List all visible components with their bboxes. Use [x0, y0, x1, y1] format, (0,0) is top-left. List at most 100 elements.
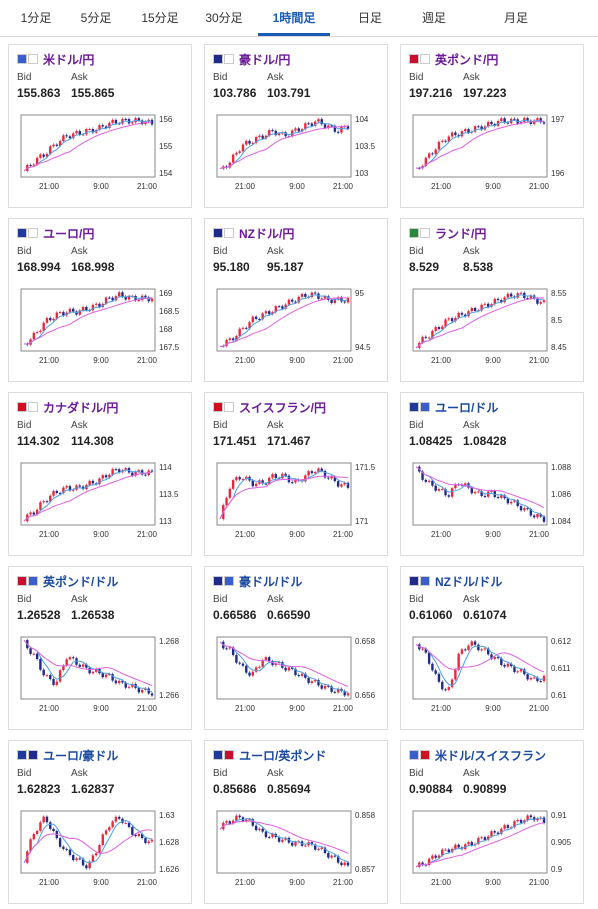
tab-0[interactable]: 1分足	[20, 11, 52, 25]
candle-body	[536, 118, 539, 121]
tab-7[interactable]: 月足	[503, 11, 528, 25]
currency-pair-link[interactable]: スイスフラン/円	[239, 400, 326, 415]
currency-pair-link[interactable]: 米ドル/スイスフラン	[435, 748, 546, 763]
candle-body	[516, 819, 519, 822]
currency-pair-link[interactable]: 豪ドル/円	[239, 52, 291, 67]
currency-pair-link[interactable]: ユーロ/円	[43, 226, 95, 241]
currency-flag-icon	[213, 576, 235, 586]
candle-body	[431, 153, 434, 155]
currency-pair-link[interactable]: ランド/円	[435, 226, 487, 241]
y-tick-label: 196	[551, 169, 565, 178]
candle-body	[284, 304, 287, 309]
candle-body	[437, 855, 441, 858]
ask-label: Ask	[71, 420, 88, 431]
candle-body	[294, 128, 297, 131]
currency-pair-link[interactable]: ユーロ/英ポンド	[239, 748, 327, 763]
candle-body	[52, 679, 55, 685]
candle-body	[121, 818, 124, 823]
candle-body	[304, 123, 307, 130]
candle-body	[454, 317, 457, 322]
rate-card: ユーロ/英ポンド Bid Ask 0.85686 0.85694 0.858 0.857 21…	[204, 740, 388, 904]
currency-pair-link[interactable]: 米ドル/円	[43, 52, 95, 67]
tab-1[interactable]: 5分足	[80, 11, 112, 25]
candle-body	[101, 673, 104, 678]
candle-body	[88, 480, 91, 485]
x-tick-label: 21:00	[39, 878, 60, 887]
candle-body	[124, 468, 127, 471]
timeframe-tabs: 1分足 5分足 15分足 30分足 1時間足 日足 週足 月足	[0, 0, 598, 37]
candle-body	[340, 484, 343, 487]
candle-body	[147, 841, 150, 844]
tab-5[interactable]: 日足	[357, 11, 382, 25]
tab-4[interactable]: 1時間足	[258, 0, 330, 36]
currency-pair-link[interactable]: カナダドル/円	[43, 400, 119, 415]
card-title: ユーロ/ドル	[409, 399, 498, 415]
candle-body	[473, 307, 477, 311]
candle-body	[108, 122, 111, 129]
short-ma-line	[23, 295, 153, 345]
bid-value: 114.302	[17, 434, 60, 448]
x-tick-label: 9:00	[289, 704, 305, 713]
currency-pair-link[interactable]: 豪ドル/ドル	[239, 574, 303, 589]
short-ma-line	[23, 639, 153, 693]
currency-pair-link[interactable]: ユーロ/ドル	[435, 400, 499, 415]
candle-body	[101, 475, 104, 479]
y-tick-label: 155	[159, 142, 173, 151]
candle-body	[490, 654, 493, 659]
candle-body	[421, 336, 424, 343]
currency-flag-icon	[213, 750, 235, 760]
candle-body	[500, 658, 503, 665]
candle-body	[490, 831, 493, 837]
candle-body	[134, 834, 137, 837]
bid-value: 95.180	[213, 260, 250, 274]
candle-body	[336, 481, 340, 487]
currency-pair-link[interactable]: ユーロ/豪ドル	[43, 748, 119, 763]
candle-body	[137, 470, 141, 472]
candle-body	[320, 298, 323, 300]
currency-flag-icon	[17, 576, 39, 586]
candle-body	[268, 657, 271, 661]
candle-body	[251, 143, 255, 145]
tab-3[interactable]: 30分足	[205, 11, 243, 25]
candle-body	[516, 500, 519, 507]
bid-label: Bid	[213, 246, 228, 257]
candle-body	[101, 125, 104, 127]
currency-pair-link[interactable]: NZドル/円	[239, 226, 295, 241]
candle-body	[42, 501, 45, 503]
candle-body	[287, 299, 291, 305]
currency-pair-link[interactable]: 英ポンド/円	[435, 52, 499, 67]
candle-body	[108, 674, 111, 676]
candle-body	[529, 677, 533, 680]
bid-label: Bid	[213, 72, 228, 83]
tab-2[interactable]: 15分足	[141, 11, 179, 25]
y-tick-label: 156	[159, 115, 173, 124]
tab-6[interactable]: 週足	[421, 11, 446, 25]
candle-body	[251, 480, 255, 487]
candle-body	[450, 318, 454, 322]
candle-body	[42, 322, 45, 331]
candle-body	[114, 469, 118, 471]
candle-body	[144, 688, 147, 690]
currency-pair-link[interactable]: NZドル/ドル	[435, 574, 503, 589]
candle-body	[519, 669, 523, 672]
chart-frame	[216, 114, 352, 178]
candle-body	[483, 648, 487, 650]
currency-pair-link[interactable]: 英ポンド/ドル	[43, 574, 119, 589]
x-tick-label: 9:00	[289, 530, 305, 539]
candle-body	[454, 484, 457, 489]
